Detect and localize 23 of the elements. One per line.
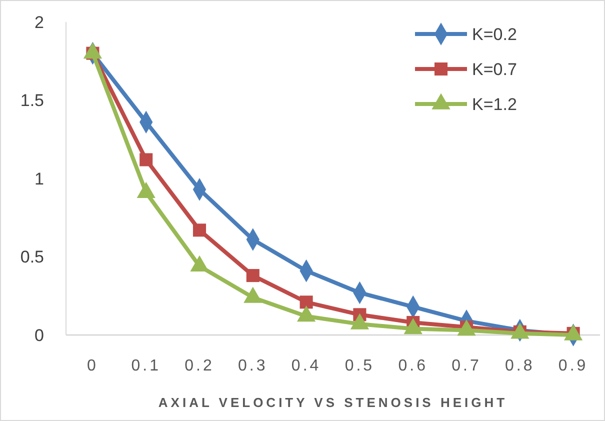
x-tick-label: 0.7	[452, 358, 482, 375]
y-tick-label: 2	[34, 12, 44, 32]
x-tick-label: 0.3	[238, 358, 268, 375]
x-axis-title: AXIAL VELOCITY VS STENOSIS HEIGHT	[158, 395, 508, 410]
point	[192, 224, 206, 237]
point	[140, 153, 153, 166]
legend-label: K=0.2	[472, 24, 517, 44]
y-tick-label: 0.5	[20, 248, 44, 267]
x-tick-label: 0.6	[398, 358, 428, 375]
legend-label: K=1.2	[472, 94, 517, 114]
y-tick-label: 1	[34, 169, 44, 188]
y-tick-label: 0	[34, 326, 44, 345]
legend-label: K=0.7	[472, 60, 517, 79]
x-tick-label: 0.8	[505, 358, 535, 375]
x-tick-label: 0.2	[184, 358, 214, 375]
x-tick-label: 0.4	[291, 358, 322, 375]
point	[246, 269, 260, 282]
x-tick-label: 0.1	[131, 358, 161, 375]
x-tick-label: 0.5	[344, 358, 375, 375]
point	[300, 296, 313, 309]
x-tick-label: 0	[86, 358, 98, 375]
x-tick-label: 0.9	[558, 358, 588, 375]
y-tick-label: 1.5	[20, 91, 44, 110]
